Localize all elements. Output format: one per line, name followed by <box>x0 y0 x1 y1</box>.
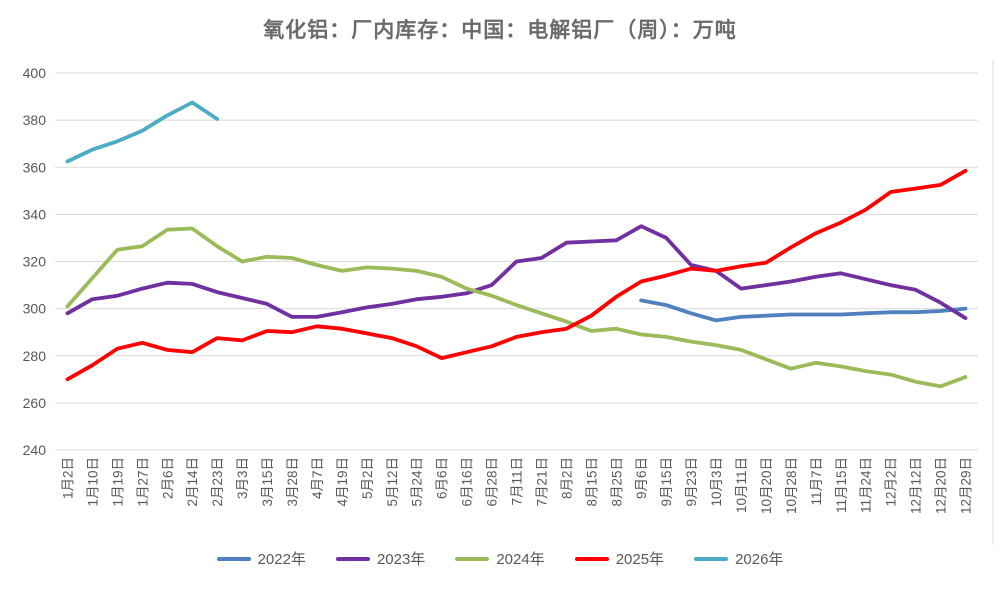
series-line-2022年 <box>639 298 968 323</box>
x-axis-tick-label: 5月2日 <box>360 457 375 499</box>
y-axis-tick-label: 280 <box>23 348 47 364</box>
y-axis-tick-label: 240 <box>23 442 47 458</box>
chart-legend: 2022年 2023年 2024年 2025年 2026年 <box>0 548 1000 569</box>
line-chart-canvas: 240 260 280 300 320 340 360 380 400 1月2日 1月10日 1月19… <box>23 60 994 545</box>
y-axis-tick-label: 400 <box>23 65 47 81</box>
y-axis-tick-label: 300 <box>23 301 47 317</box>
x-axis-tick-label: 2月14日 <box>185 457 200 507</box>
series-line-2023年 <box>65 224 968 321</box>
legend-swatch <box>455 556 490 561</box>
x-axis-tick-label: 6月6日 <box>435 457 450 499</box>
series-line-2026年 <box>65 100 220 164</box>
x-axis-tick-label: 2月6日 <box>160 457 175 499</box>
x-axis-tick-label: 2月23日 <box>210 457 225 507</box>
x-axis-tick-label: 8月2日 <box>559 457 574 499</box>
y-axis-tick-label: 320 <box>23 254 47 270</box>
legend-label: 2026年 <box>735 551 784 568</box>
x-axis-tick-label: 10月3日 <box>709 457 724 507</box>
x-axis-tick-label: 3月15日 <box>260 457 275 507</box>
x-axis-tick-label: 4月19日 <box>335 457 350 507</box>
x-axis-tick-label: 12月29日 <box>959 457 974 514</box>
x-axis-tick-label: 1月19日 <box>110 457 125 507</box>
x-axis-tick-label: 11月24日 <box>859 457 874 513</box>
series-line-2025年 <box>65 168 968 382</box>
x-axis-tick-label: 11月15日 <box>834 457 849 513</box>
x-axis-tick-label: 10月11日 <box>734 457 749 513</box>
legend-item-2024年: 2024年 <box>455 548 545 569</box>
legend-label: 2025年 <box>615 551 665 568</box>
x-axis-tick-label: 8月15日 <box>584 457 599 507</box>
legend-item-2022年: 2022年 <box>216 548 306 569</box>
y-axis-tick-label: 380 <box>23 112 47 128</box>
x-axis-tick-label: 5月24日 <box>410 457 425 507</box>
legend-item-2023年: 2023年 <box>335 548 426 569</box>
x-axis-tick-label: 7月11日 <box>510 457 525 506</box>
x-axis-tick-label: 9月15日 <box>659 457 674 507</box>
y-axis-tick-label: 360 <box>23 159 47 175</box>
x-axis-tick-label: 1月2日 <box>60 457 75 499</box>
legend-label: 2023年 <box>376 551 426 568</box>
legend-swatch <box>216 556 251 561</box>
x-axis-tick-label: 11月7日 <box>809 457 824 506</box>
legend-item-2025年: 2025年 <box>574 548 665 569</box>
series-line-2024年 <box>65 226 968 389</box>
legend-label: 2024年 <box>496 551 545 568</box>
y-axis-tick-label: 260 <box>23 395 47 411</box>
legend-item-2026年: 2026年 <box>694 548 783 569</box>
chart-title: 氧化铝：厂内库存：中国：电解铝厂（周）：万吨 <box>263 19 737 42</box>
x-axis-tick-label: 12月20日 <box>934 457 949 514</box>
x-axis-tick-label: 10月28日 <box>784 457 799 514</box>
legend-swatch <box>574 556 609 561</box>
x-axis-tick-label: 9月6日 <box>634 457 649 499</box>
legend-label: 2022年 <box>257 551 306 568</box>
x-axis-tick-label: 5月12日 <box>385 457 400 507</box>
x-axis-tick-label: 6月16日 <box>460 457 475 507</box>
y-axis-tick-label: 340 <box>23 206 47 222</box>
x-axis-tick-label: 1月27日 <box>135 457 150 507</box>
legend-swatch <box>335 556 370 561</box>
x-axis-tick-label: 10月20日 <box>759 457 774 514</box>
legend-swatch <box>694 556 729 561</box>
x-axis-tick-label: 12月12日 <box>909 457 924 514</box>
x-axis-tick-label: 7月21日 <box>534 457 549 507</box>
x-axis-tick-label: 1月10日 <box>85 457 100 507</box>
x-axis-tick-label: 8月25日 <box>609 457 624 507</box>
x-axis-tick-label: 12月2日 <box>884 457 899 507</box>
x-axis-tick-label: 9月23日 <box>684 457 699 507</box>
x-axis-tick-label: 6月28日 <box>485 457 500 507</box>
x-axis-tick-label: 4月7日 <box>310 457 325 499</box>
x-axis-tick-label: 3月28日 <box>285 457 300 507</box>
x-axis-tick-label: 3月3日 <box>235 457 250 499</box>
